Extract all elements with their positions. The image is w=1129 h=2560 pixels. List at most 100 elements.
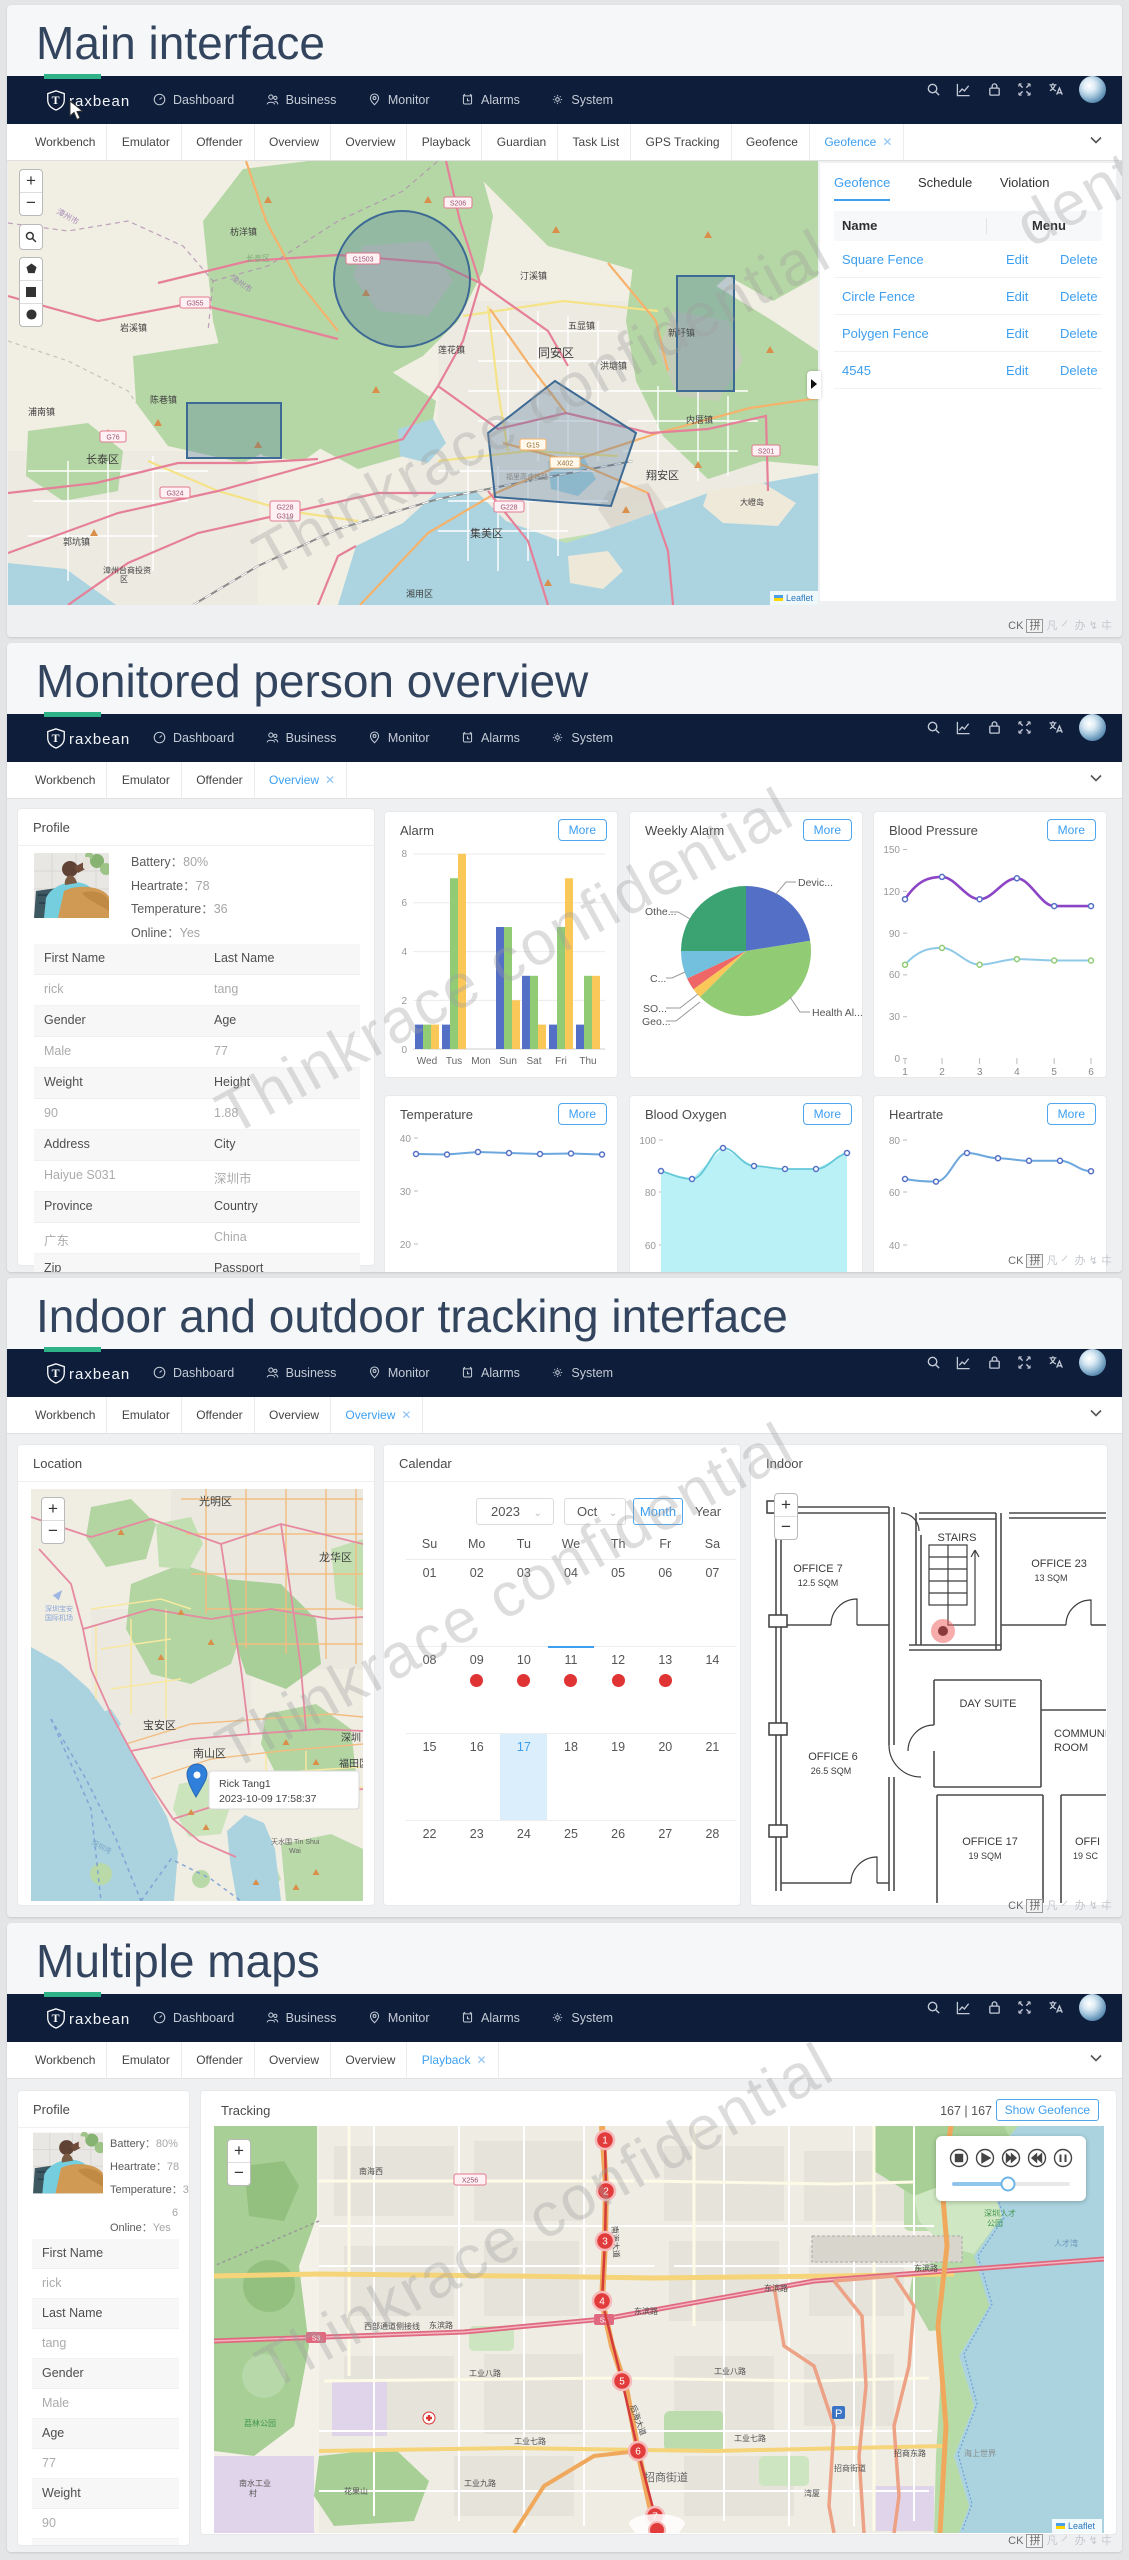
svg-text:80: 80 [889,1136,901,1147]
svg-text:G355: G355 [186,301,203,308]
svg-text:光明区: 光明区 [199,1494,232,1508]
svg-text:东滨路: 东滨路 [914,2263,938,2273]
svg-text:2023-10-09 17:58:37: 2023-10-09 17:58:37 [219,1793,317,1805]
svg-text:荔林公园: 荔林公园 [244,2418,276,2428]
svg-text:南山区: 南山区 [193,1747,226,1760]
svg-text:招商街道: 招商街道 [834,2463,866,2473]
svg-text:新圩镇: 新圩镇 [668,327,695,338]
svg-text:岩溪镇: 岩溪镇 [120,322,147,333]
svg-text:Thu: Thu [579,1056,596,1067]
svg-text:X402: X402 [557,461,573,468]
svg-text:30: 30 [400,1187,412,1198]
svg-text:工业七路: 工业七路 [734,2433,766,2443]
svg-text:COMMUNIC: COMMUNIC [1054,1728,1106,1740]
svg-text:Health Al...: Health Al... [812,1007,863,1019]
svg-text:Leaflet: Leaflet [1068,2521,1096,2531]
svg-text:3: 3 [977,1067,983,1078]
svg-text:S201: S201 [758,449,774,456]
svg-text:OFFICE 6: OFFICE 6 [808,1751,858,1763]
svg-text:区: 区 [120,575,128,584]
svg-text:8: 8 [401,849,407,860]
svg-text:公园: 公园 [987,2219,1003,2228]
svg-text:12.5 SQM: 12.5 SQM [798,1578,839,1588]
svg-text:13 SQM: 13 SQM [1034,1573,1067,1583]
svg-text:80: 80 [645,1188,657,1199]
svg-text:OFFI: OFFI [1075,1836,1100,1848]
svg-text:0: 0 [894,1054,900,1065]
svg-text:G228: G228 [276,505,293,512]
svg-text:2: 2 [401,996,407,1007]
svg-text:同安区: 同安区 [538,345,574,360]
svg-text:26.5 SQM: 26.5 SQM [811,1766,852,1776]
svg-text:莲花镇: 莲花镇 [438,344,465,355]
svg-text:长泰区: 长泰区 [246,253,270,263]
svg-text:40: 40 [400,1134,412,1145]
svg-text:南水工业: 南水工业 [239,2478,271,2488]
svg-text:汀溪镇: 汀溪镇 [520,270,547,281]
svg-text:19 SQM: 19 SQM [968,1851,1001,1861]
svg-text:G1503: G1503 [352,257,373,264]
svg-text:G319: G319 [276,514,293,521]
svg-text:福田区: 福田区 [339,1757,363,1770]
svg-text:SO...: SO... [643,1003,667,1015]
svg-text:深圳: 深圳 [341,1732,361,1744]
svg-text:海上世界: 海上世界 [964,2448,996,2458]
svg-text:招商街道: 招商街道 [644,2470,688,2484]
svg-text:ROOM: ROOM [1054,1742,1088,1754]
svg-text:郭坑镇: 郭坑镇 [63,536,90,547]
svg-text:60: 60 [889,970,901,981]
svg-text:4: 4 [599,2297,605,2308]
svg-text:100: 100 [639,1136,656,1147]
svg-text:30: 30 [889,1012,901,1023]
svg-text:150: 150 [883,845,900,856]
svg-text:2: 2 [603,2187,609,2198]
svg-text:工业八路: 工业八路 [469,2368,501,2378]
svg-text:T: T [52,1366,61,1380]
svg-text:村: 村 [249,2488,257,2498]
svg-text:Mon: Mon [471,1056,490,1067]
svg-text:长泰区: 长泰区 [86,452,119,466]
svg-text:国际机场: 国际机场 [45,1613,73,1622]
svg-text:G76: G76 [106,435,119,442]
svg-text:龙华区: 龙华区 [319,1550,352,1564]
svg-text:T: T [52,93,61,107]
svg-text:福里高速铁路: 福里高速铁路 [506,472,548,481]
svg-text:宝安区: 宝安区 [143,1718,176,1732]
svg-text:G15: G15 [526,443,539,450]
svg-text:集美区: 集美区 [470,526,503,540]
svg-text:OFFICE 17: OFFICE 17 [962,1836,1018,1848]
svg-text:洪塘镇: 洪塘镇 [600,360,627,371]
svg-text:工业七路: 工业七路 [514,2436,546,2446]
svg-text:东滨路: 东滨路 [634,2306,658,2316]
svg-text:东滨路: 东滨路 [429,2320,453,2330]
svg-text:5: 5 [1051,1067,1057,1078]
svg-text:S3: S3 [600,2318,609,2325]
svg-text:4: 4 [1014,1067,1020,1078]
svg-text:60: 60 [645,1241,657,1252]
svg-text:湘用区: 湘用区 [406,588,433,599]
svg-text:DAY SUITE: DAY SUITE [959,1698,1016,1710]
svg-text:4: 4 [401,947,407,958]
svg-text:T: T [52,2011,61,2025]
svg-text:南海大道: 南海大道 [610,2226,622,2258]
svg-text:120: 120 [883,887,900,898]
svg-text:1: 1 [602,2136,608,2147]
svg-text:60: 60 [889,1188,901,1199]
svg-text:6: 6 [401,898,407,909]
svg-text:Devic...: Devic... [798,877,833,889]
svg-text:工业八路: 工业八路 [714,2366,746,2376]
svg-text:Sun: Sun [499,1056,517,1067]
svg-text:Othe...: Othe... [645,906,677,918]
svg-text:T: T [52,731,61,745]
svg-text:6: 6 [1088,1067,1094,1078]
svg-text:G228: G228 [500,505,517,512]
svg-text:招商东路: 招商东路 [894,2448,926,2458]
svg-text:OFFICE 23: OFFICE 23 [1031,1558,1087,1570]
svg-text:1: 1 [902,1067,908,1078]
svg-text:枋洋镇: 枋洋镇 [230,226,257,237]
svg-text:人才湾: 人才湾 [1054,2238,1078,2248]
svg-text:深圳宝安: 深圳宝安 [45,1604,73,1613]
svg-text:G324: G324 [166,491,183,498]
svg-text:Wai: Wai [289,1848,301,1855]
svg-text:南海西: 南海西 [359,2166,383,2176]
